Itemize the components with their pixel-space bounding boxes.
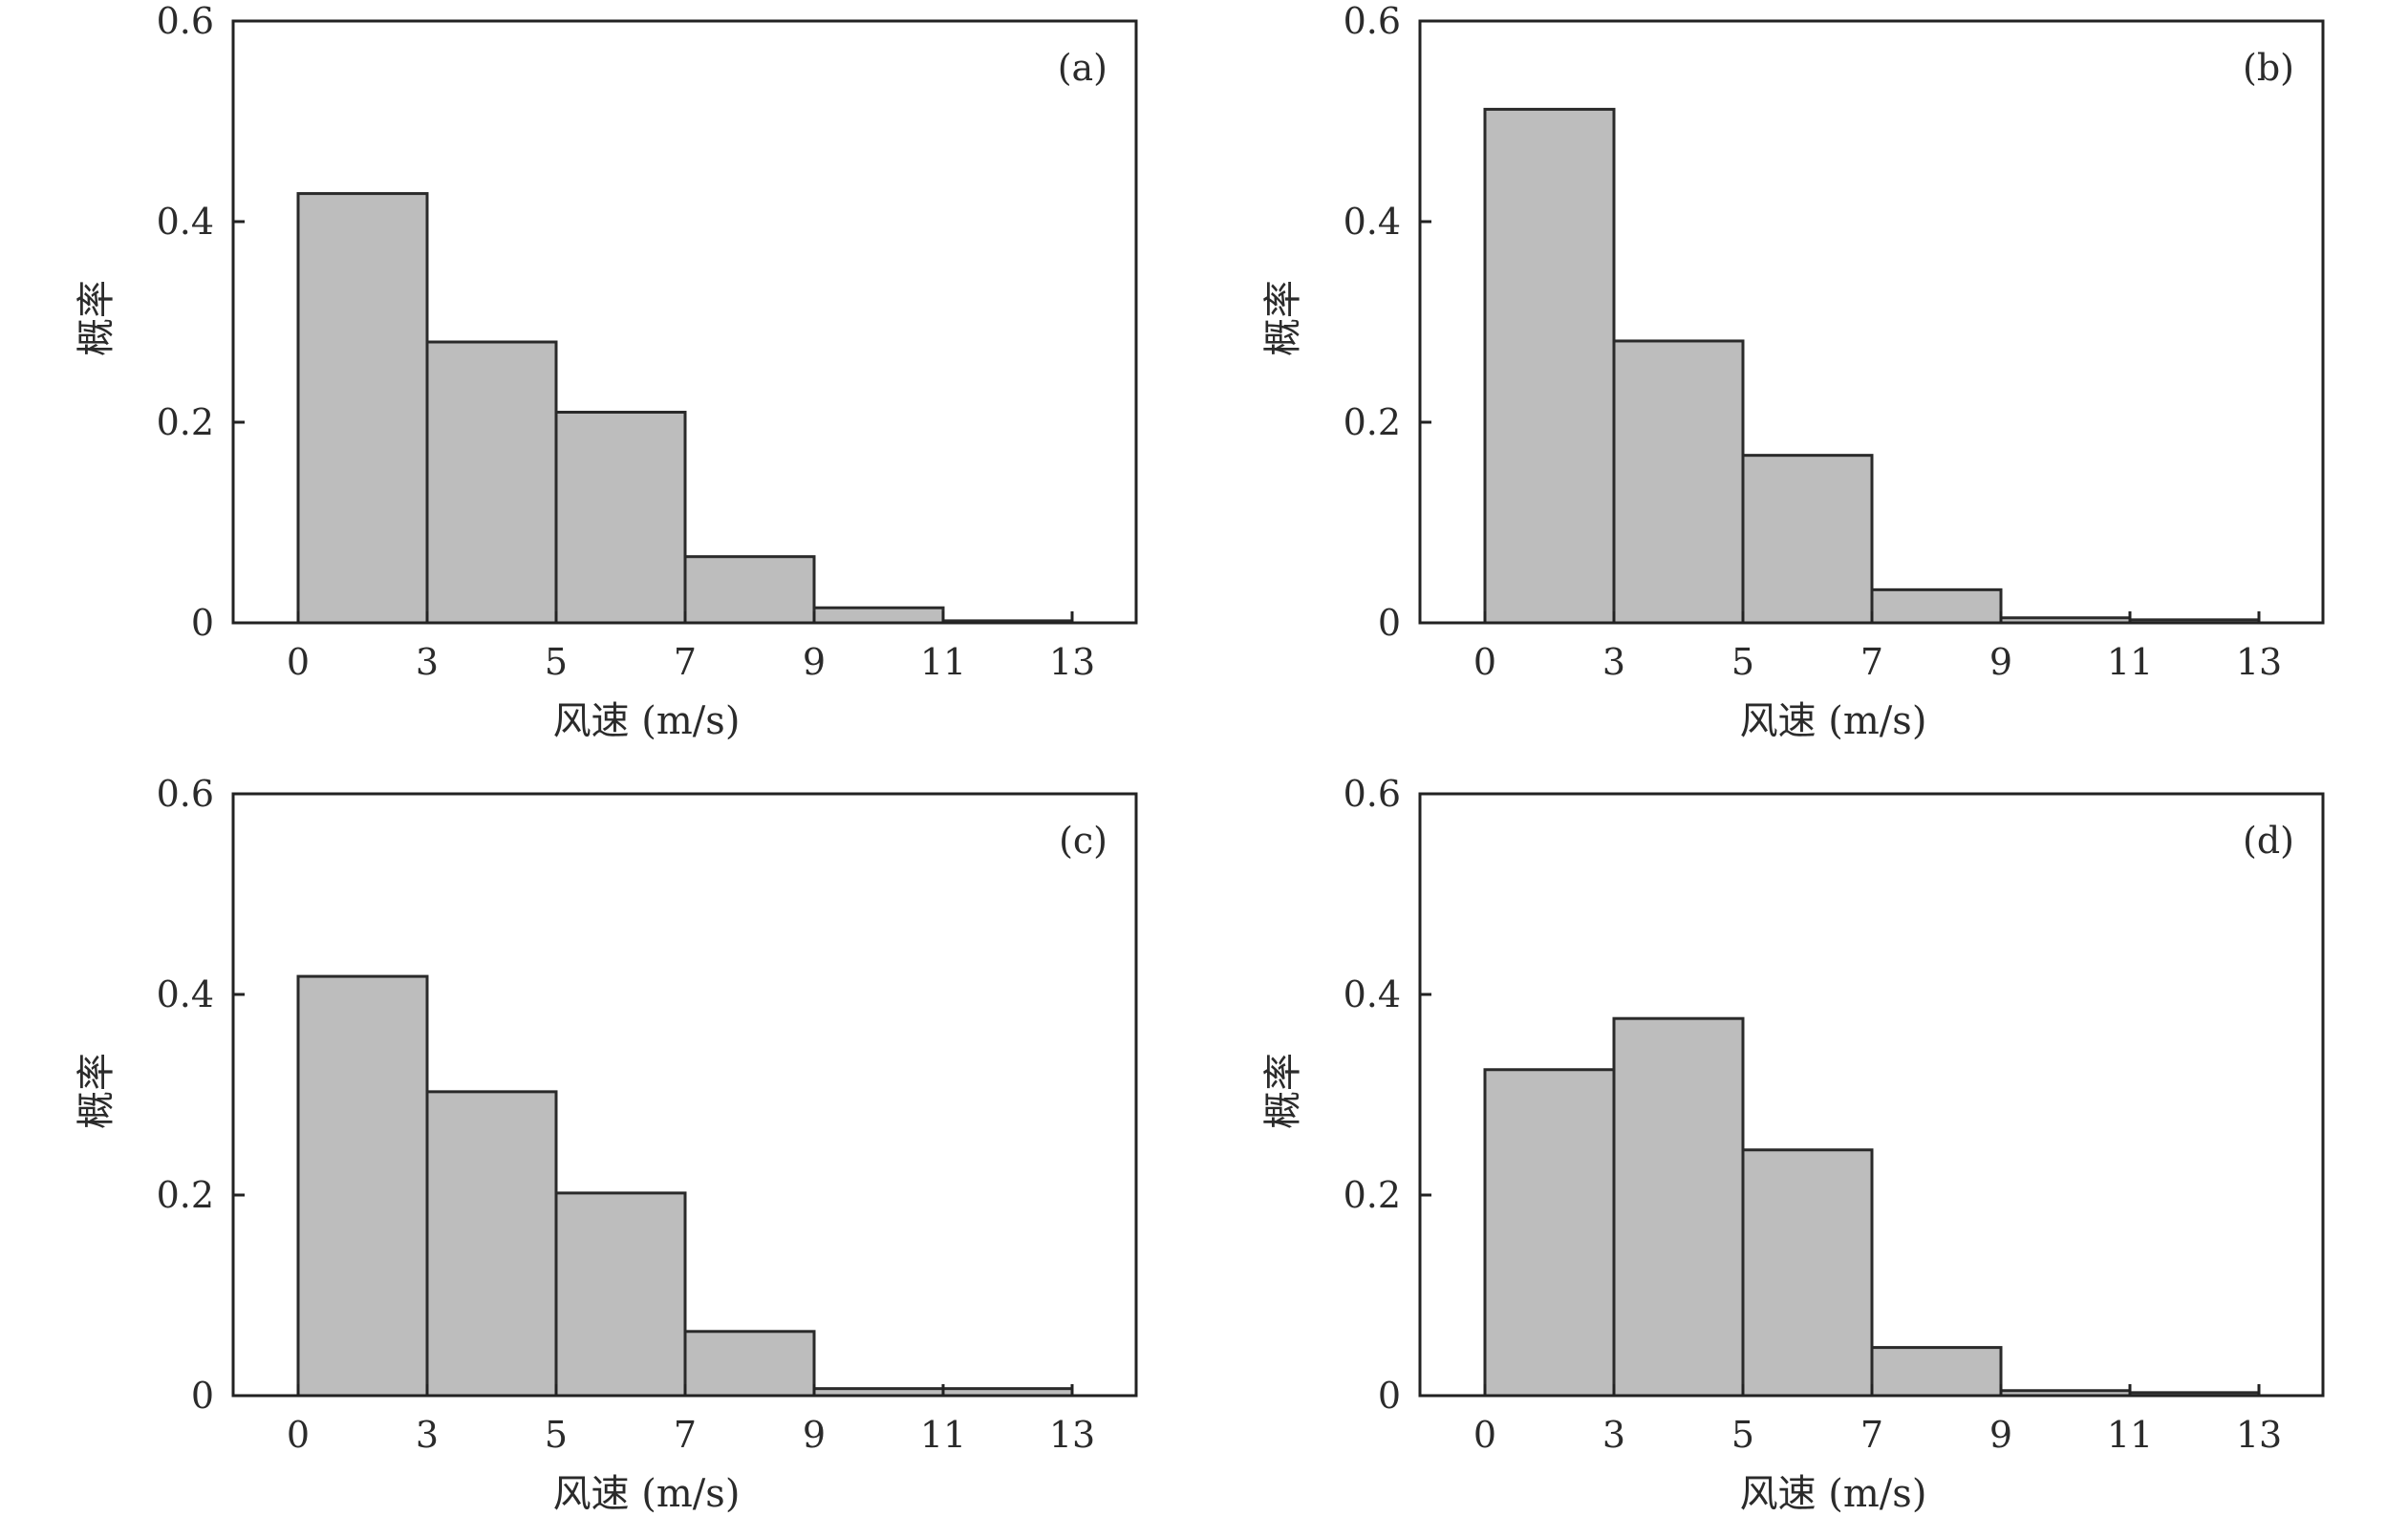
- y-tick-label: 0.4: [157, 973, 214, 1015]
- y-tick-label: 0.6: [157, 0, 214, 42]
- histogram-bar: [1870, 587, 2003, 625]
- histogram-bar: [554, 1191, 687, 1398]
- x-tick-label: 11: [920, 1414, 966, 1456]
- x-tick-label: 13: [2236, 641, 2282, 683]
- x-tick-label: 7: [674, 641, 697, 683]
- panel-label: (d): [2243, 820, 2294, 862]
- y-tick-label: 0.2: [1344, 401, 1401, 443]
- histogram-bar: [683, 555, 816, 625]
- histogram-bar: [812, 606, 945, 625]
- histogram-bar: [296, 192, 429, 625]
- chart-panel-b: 0 0.2 0.4 0.6 0 3 5 7 9 11 13 风速 (m/s) 概率 (b): [1261, 0, 2325, 743]
- x-tick-label: 11: [2107, 1414, 2153, 1456]
- y-tick-label: 0.4: [1344, 201, 1401, 243]
- panel-label: (b): [2243, 47, 2294, 89]
- chart-panel-c: 0 0.2 0.4 0.6 0 3 5 7 9 11 13 风速 (m/s) 概率 (c): [75, 773, 1138, 1516]
- x-tick-label: 7: [1860, 1414, 1883, 1456]
- x-tick-label: 0: [287, 641, 310, 683]
- x-axis-title: 风速 (m/s): [553, 1472, 741, 1516]
- y-tick-label: 0.6: [1344, 0, 1401, 42]
- histogram-bar: [296, 974, 429, 1398]
- histogram-bar: [1741, 454, 1874, 625]
- y-tick-label: 0.6: [157, 773, 214, 815]
- y-axis-title: 概率: [75, 1053, 118, 1129]
- x-tick-label: 13: [1049, 641, 1095, 683]
- x-tick-label: 7: [674, 1414, 697, 1456]
- x-tick-label: 5: [545, 641, 568, 683]
- y-tick-label: 0.2: [1344, 1174, 1401, 1216]
- x-tick-label: 7: [1860, 641, 1883, 683]
- x-tick-label: 13: [2236, 1414, 2282, 1456]
- x-tick-label: 9: [803, 1414, 826, 1456]
- y-tick-label: 0: [191, 602, 214, 644]
- y-tick-label: 0.6: [1344, 773, 1401, 815]
- x-tick-label: 5: [545, 1414, 568, 1456]
- x-tick-label: 9: [1989, 641, 2012, 683]
- y-axis-title: 概率: [1261, 1053, 1305, 1129]
- y-tick-label: 0.4: [157, 201, 214, 243]
- histogram-bar: [1483, 1068, 1616, 1398]
- x-tick-label: 3: [416, 1414, 439, 1456]
- x-tick-label: 3: [416, 641, 439, 683]
- x-tick-label: 3: [1602, 1414, 1625, 1456]
- x-tick-label: 3: [1602, 641, 1625, 683]
- x-tick-label: 13: [1049, 1414, 1095, 1456]
- x-tick-label: 5: [1731, 1414, 1754, 1456]
- histogram-bar: [683, 1330, 816, 1398]
- histogram-bar: [1612, 339, 1745, 625]
- x-tick-label: 11: [2107, 641, 2153, 683]
- histogram-bar: [425, 340, 558, 625]
- x-tick-label: 9: [1989, 1414, 2012, 1456]
- chart-panel-d: 0 0.2 0.4 0.6 0 3 5 7 9 11 13 风速 (m/s) 概率 (d): [1261, 773, 2325, 1516]
- histogram-bar: [1870, 1346, 2003, 1398]
- histogram-bar: [425, 1090, 558, 1398]
- y-axis-title: 概率: [1261, 280, 1305, 356]
- x-tick-label: 11: [920, 641, 966, 683]
- panel-label: (c): [1059, 820, 1107, 862]
- y-axis-title: 概率: [75, 280, 118, 356]
- panel-label: (a): [1058, 47, 1107, 89]
- histogram-bar: [1612, 1016, 1745, 1398]
- x-tick-label: 0: [1473, 1414, 1496, 1456]
- x-tick-label: 0: [287, 1414, 310, 1456]
- histogram-bar: [1483, 107, 1616, 625]
- chart-panel-a: 0 0.2 0.4 0.6 0 3 5 7 9 11 13 风速 (m/s) 概率 (a): [75, 0, 1138, 743]
- y-tick-label: 0: [1378, 1375, 1401, 1417]
- y-tick-label: 0: [191, 1375, 214, 1417]
- x-axis-title: 风速 (m/s): [1740, 1472, 1927, 1516]
- y-tick-label: 0: [1378, 602, 1401, 644]
- x-axis-title: 风速 (m/s): [1740, 699, 1927, 743]
- x-tick-label: 5: [1731, 641, 1754, 683]
- histogram-bar: [1741, 1148, 1874, 1398]
- y-tick-label: 0.2: [157, 1174, 214, 1216]
- x-axis-title: 风速 (m/s): [553, 699, 741, 743]
- x-tick-label: 9: [803, 641, 826, 683]
- y-tick-label: 0.2: [157, 401, 214, 443]
- x-tick-label: 0: [1473, 641, 1496, 683]
- y-tick-label: 0.4: [1344, 973, 1401, 1015]
- histogram-bar: [554, 411, 687, 625]
